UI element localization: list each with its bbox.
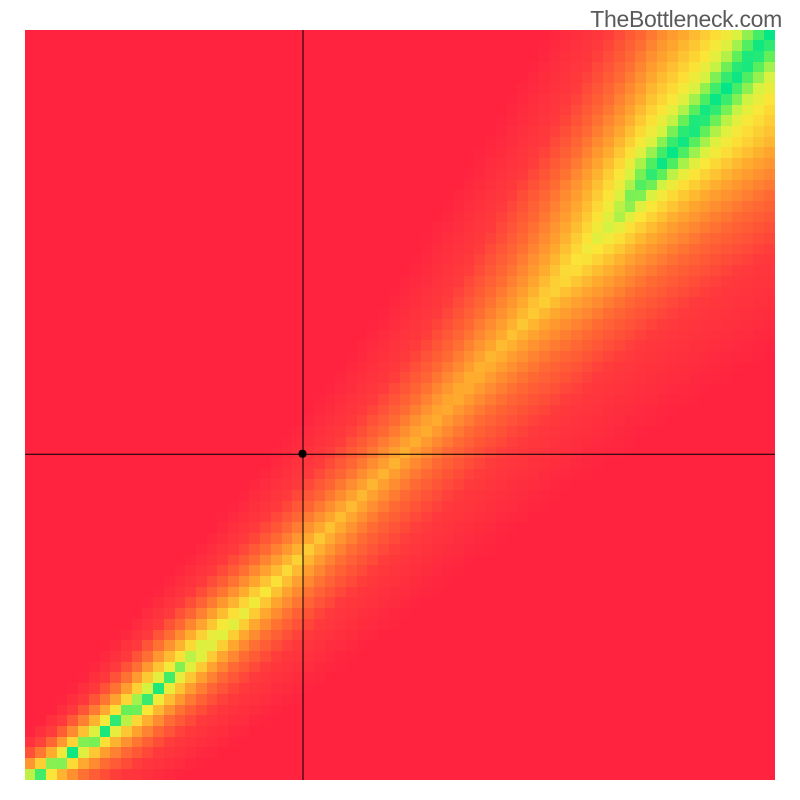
bottleneck-heatmap — [25, 30, 775, 780]
watermark-label: TheBottleneck.com — [590, 6, 782, 33]
